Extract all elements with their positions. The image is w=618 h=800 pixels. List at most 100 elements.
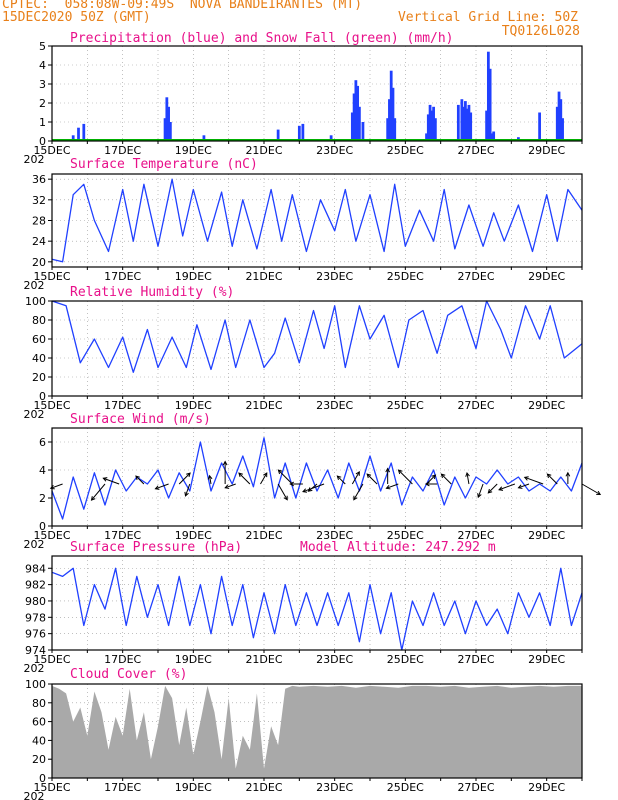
- wind-arrow-head: [283, 495, 288, 501]
- wind-arrow: [466, 472, 470, 485]
- x-year-label: 202: [24, 662, 45, 675]
- panel-frame: [51, 555, 583, 651]
- x-tick-label: 15DEC: [33, 653, 70, 666]
- y-tick-label: 974: [25, 644, 46, 657]
- precip-bar: [167, 106, 170, 141]
- wind-arrow: [225, 483, 236, 489]
- x-tick-label: 27DEC: [457, 529, 494, 542]
- wind-arrow: [238, 472, 251, 485]
- wind-arrow: [386, 483, 399, 489]
- rh-title: Relative Humidity (%): [70, 285, 234, 300]
- precip-bar: [389, 70, 393, 141]
- wind-arrow-head: [517, 484, 523, 489]
- precip-bar: [432, 106, 435, 141]
- wind-arrow-head: [487, 488, 493, 494]
- wind-arrow: [260, 472, 268, 485]
- header-date: 15DEC2020 50Z (GMT): [2, 10, 151, 25]
- panel-frame: [51, 173, 583, 268]
- x-tick-label: 21DEC: [245, 529, 282, 542]
- wind-arrow: [581, 483, 601, 495]
- wind-arrow: [103, 477, 120, 485]
- x-tick-label: 15DEC: [33, 144, 70, 157]
- wind-arrow-head: [523, 476, 529, 481]
- y-tick-label: 0: [39, 135, 46, 148]
- wind-arrow-head: [222, 460, 228, 466]
- x-tick-label: 19DEC: [175, 529, 212, 542]
- x-tick-label: 25DEC: [387, 529, 424, 542]
- y-tick-label: 5: [39, 40, 46, 53]
- precip-bar: [460, 99, 464, 141]
- precip-bar: [465, 108, 469, 141]
- x-tick-label: 27DEC: [457, 781, 494, 794]
- y-tick-label: 0: [39, 520, 46, 533]
- wind-arrow-head: [366, 473, 372, 479]
- y-tick-label: 32: [32, 194, 46, 207]
- precip-bar: [456, 104, 460, 141]
- y-tick-label: 40: [32, 734, 46, 747]
- x-tick-label: 25DEC: [387, 781, 424, 794]
- precip-bar: [386, 118, 390, 141]
- y-tick-label: 976: [25, 628, 46, 641]
- wind-arrow-head: [353, 495, 358, 501]
- panel-precip: [48, 45, 583, 144]
- wind-arrow: [91, 483, 106, 501]
- y-tick-label: 2: [39, 97, 46, 110]
- precip-bar: [486, 51, 490, 142]
- x-tick-label: 19DEC: [175, 653, 212, 666]
- x-tick-label: 29DEC: [528, 399, 565, 412]
- x-year-label: 202: [24, 153, 45, 166]
- x-tick-label: 15DEC: [33, 399, 70, 412]
- y-tick-label: 80: [32, 314, 46, 327]
- wind-arrow-head: [238, 472, 243, 478]
- precip-bar: [82, 123, 86, 141]
- x-tick-label: 17DEC: [104, 399, 141, 412]
- wind-arrow-head: [207, 474, 213, 480]
- x-tick-label: 17DEC: [104, 653, 141, 666]
- wind-arrow-head: [397, 469, 403, 475]
- x-tick-label: 17DEC: [104, 144, 141, 157]
- precip-bar: [467, 104, 471, 141]
- y-tick-label: 20: [32, 371, 46, 384]
- precip-title: Precipitation (blue) and Snow Fall (gree…: [70, 31, 454, 46]
- wind-arrow: [155, 483, 169, 490]
- y-tick-label: 100: [25, 295, 46, 308]
- x-tick-label: 27DEC: [457, 653, 494, 666]
- x-tick-label: 29DEC: [528, 270, 565, 283]
- x-tick-label: 23DEC: [316, 399, 353, 412]
- precip-bar: [388, 99, 391, 141]
- panel-pres: [48, 555, 583, 653]
- x-tick-label: 21DEC: [245, 399, 282, 412]
- precip-bar: [329, 135, 333, 141]
- precip-bar: [352, 93, 356, 141]
- y-tick-label: 4: [39, 59, 46, 72]
- wind-arrow: [278, 469, 293, 485]
- wind-arrow: [441, 473, 452, 485]
- x-year-label: 202: [24, 279, 45, 292]
- precip-bar: [301, 123, 305, 141]
- x-tick-label: 25DEC: [387, 144, 424, 157]
- x-tick-label: 21DEC: [245, 144, 282, 157]
- wind-line: [51, 437, 583, 520]
- y-tick-label: 978: [25, 611, 46, 624]
- precip-bar: [358, 106, 361, 141]
- wind-arrow: [50, 483, 63, 489]
- wind-arrow-head: [154, 485, 160, 490]
- wind-arrow: [487, 483, 498, 494]
- wind-arrow: [477, 483, 484, 498]
- x-tick-label: 29DEC: [528, 144, 565, 157]
- wind-arrow: [277, 483, 288, 501]
- wind-arrow-head: [546, 473, 552, 479]
- x-tick-label: 27DEC: [457, 399, 494, 412]
- precip-bar: [462, 106, 466, 141]
- y-tick-label: 4: [39, 464, 46, 477]
- x-tick-label: 27DEC: [457, 270, 494, 283]
- x-tick-label: 19DEC: [175, 144, 212, 157]
- wind-arrow-head: [385, 467, 391, 473]
- y-tick-label: 984: [25, 562, 46, 575]
- y-tick-label: 6: [39, 436, 46, 449]
- y-tick-label: 980: [25, 595, 46, 608]
- x-tick-label: 29DEC: [528, 781, 565, 794]
- precip-bar: [559, 99, 563, 141]
- wind-arrow: [353, 483, 364, 501]
- rh-line: [51, 300, 583, 373]
